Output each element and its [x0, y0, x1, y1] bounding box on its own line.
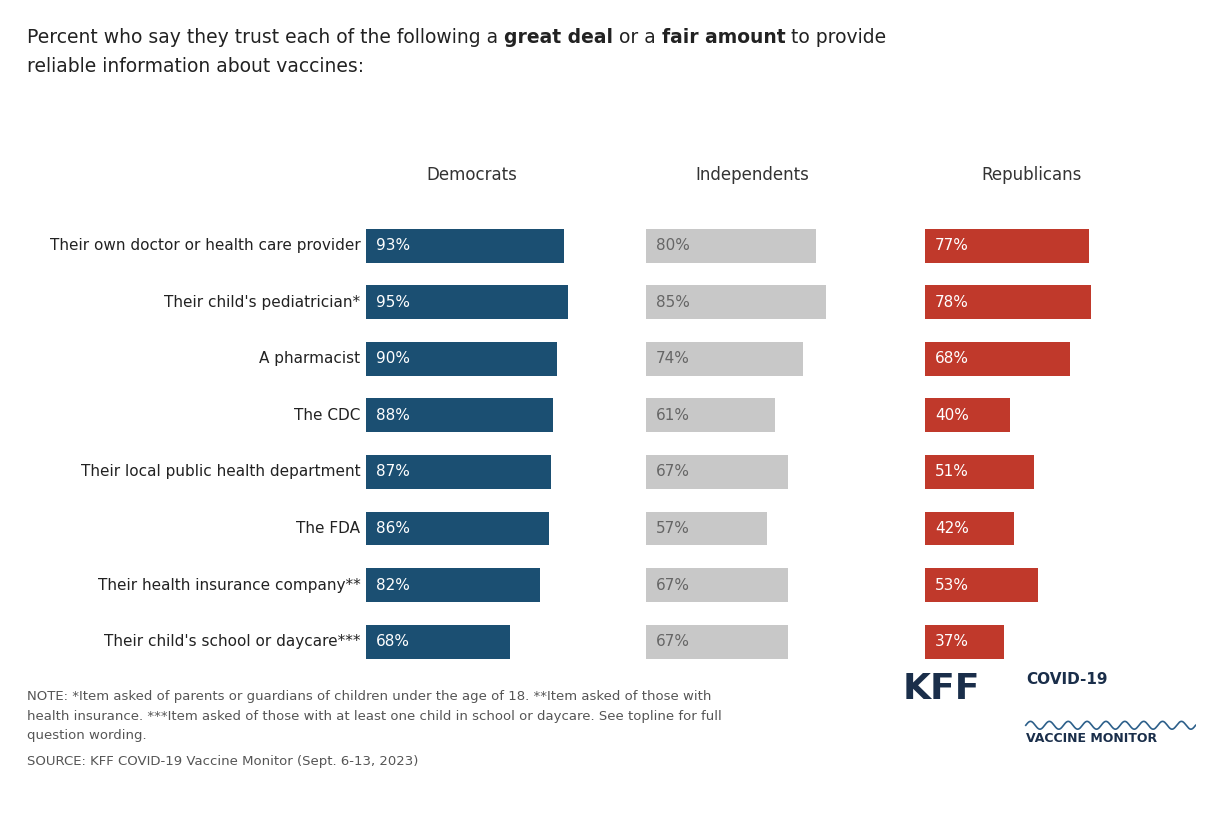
Text: Their health insurance company**: Their health insurance company**: [98, 578, 360, 593]
Text: Percent who say they trust each of the following a: Percent who say they trust each of the f…: [27, 28, 504, 47]
Text: 77%: 77%: [936, 238, 969, 253]
Text: 67%: 67%: [655, 465, 689, 479]
Bar: [925, 511, 1014, 545]
Text: to provide: to provide: [786, 28, 887, 47]
Text: 90%: 90%: [376, 352, 410, 366]
Bar: [645, 568, 788, 602]
Text: 87%: 87%: [376, 465, 410, 479]
Text: 53%: 53%: [936, 578, 969, 593]
Text: question wording.: question wording.: [27, 729, 146, 742]
Text: The FDA: The FDA: [296, 521, 360, 536]
Text: 88%: 88%: [376, 408, 410, 422]
Text: Their child's pediatrician*: Their child's pediatrician*: [165, 295, 360, 309]
Bar: [645, 511, 766, 545]
Text: Independents: Independents: [695, 166, 809, 184]
Text: KFF: KFF: [903, 672, 981, 706]
Bar: [925, 229, 1088, 263]
Text: 67%: 67%: [655, 634, 689, 650]
Text: 68%: 68%: [936, 352, 969, 366]
Text: 40%: 40%: [936, 408, 969, 422]
Bar: [645, 624, 788, 659]
Text: The CDC: The CDC: [294, 408, 360, 422]
Text: reliable information about vaccines:: reliable information about vaccines:: [27, 57, 364, 76]
Bar: [645, 229, 815, 263]
Bar: [645, 342, 803, 376]
Bar: [366, 285, 567, 319]
Bar: [645, 398, 775, 432]
Bar: [366, 511, 549, 545]
Text: SOURCE: KFF COVID-19 Vaccine Monitor (Sept. 6-13, 2023): SOURCE: KFF COVID-19 Vaccine Monitor (Se…: [27, 755, 418, 768]
Text: Their own doctor or health care provider: Their own doctor or health care provider: [50, 238, 360, 253]
Bar: [925, 342, 1070, 376]
Text: 51%: 51%: [936, 465, 969, 479]
Text: health insurance. ***Item asked of those with at least one child in school or da: health insurance. ***Item asked of those…: [27, 710, 721, 723]
Bar: [366, 229, 564, 263]
Text: 61%: 61%: [655, 408, 689, 422]
Text: NOTE: *Item asked of parents or guardians of children under the age of 18. **Ite: NOTE: *Item asked of parents or guardian…: [27, 690, 711, 703]
Text: fair amount: fair amount: [661, 28, 786, 47]
Text: or a: or a: [612, 28, 661, 47]
Bar: [366, 455, 551, 489]
Text: 68%: 68%: [376, 634, 410, 650]
Text: Their child's school or daycare***: Their child's school or daycare***: [104, 634, 360, 650]
Text: A pharmacist: A pharmacist: [260, 352, 360, 366]
Bar: [645, 455, 788, 489]
Text: 80%: 80%: [655, 238, 689, 253]
Text: 95%: 95%: [376, 295, 410, 309]
Text: 42%: 42%: [936, 521, 969, 536]
Text: Democrats: Democrats: [427, 166, 517, 184]
Bar: [925, 624, 1004, 659]
Text: 78%: 78%: [936, 295, 969, 309]
Text: 85%: 85%: [655, 295, 689, 309]
Bar: [925, 398, 1010, 432]
Text: Their local public health department: Their local public health department: [81, 465, 360, 479]
Text: great deal: great deal: [504, 28, 612, 47]
Text: 82%: 82%: [376, 578, 410, 593]
Text: Republicans: Republicans: [981, 166, 1082, 184]
Text: 67%: 67%: [655, 578, 689, 593]
Text: 57%: 57%: [655, 521, 689, 536]
Text: COVID-19: COVID-19: [1026, 672, 1108, 686]
Bar: [645, 285, 826, 319]
Bar: [366, 568, 540, 602]
Text: 74%: 74%: [655, 352, 689, 366]
Bar: [925, 455, 1033, 489]
Text: 86%: 86%: [376, 521, 410, 536]
Bar: [366, 342, 558, 376]
Text: 93%: 93%: [376, 238, 410, 253]
Text: VACCINE MONITOR: VACCINE MONITOR: [1026, 732, 1157, 745]
Bar: [366, 398, 553, 432]
Text: 37%: 37%: [936, 634, 969, 650]
Bar: [366, 624, 510, 659]
Bar: [925, 568, 1038, 602]
Bar: [925, 285, 1091, 319]
